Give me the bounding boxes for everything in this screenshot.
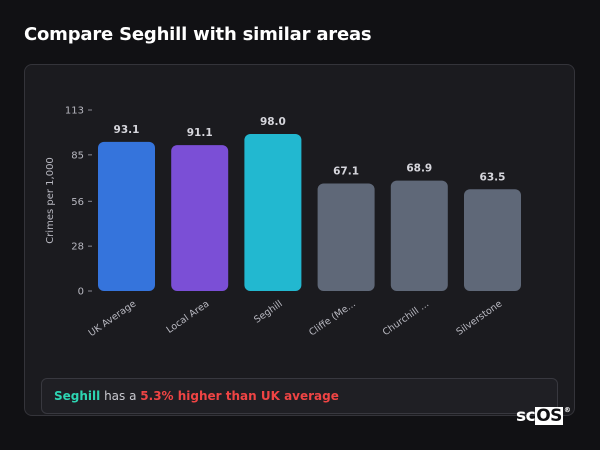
bar-value-label: 93.1 (114, 124, 140, 136)
comparison-summary: Seghill has a 5.3% higher than UK averag… (41, 378, 558, 414)
y-tick-label: 56 (71, 197, 84, 208)
x-tick-label: Cliffe (Me... (307, 298, 358, 338)
bar-seghill (244, 134, 302, 291)
y-tick-label: 0 (78, 287, 84, 298)
brand-logo: scOS ® (516, 406, 571, 426)
summary-difference: 5.3% higher than UK average (140, 389, 339, 403)
summary-text: has a (100, 389, 141, 403)
logo-text-os: OS (535, 406, 563, 426)
bar-local-area (171, 145, 229, 291)
bar-churchill (390, 180, 448, 291)
x-tick-label: Local Area (165, 298, 212, 335)
y-tick-label: 85 (71, 150, 84, 161)
logo-text-sc: sc (516, 406, 536, 426)
x-tick-label: UK Average (87, 298, 139, 339)
y-tick-label: 28 (71, 242, 84, 253)
page-title: Compare Seghill with similar areas (24, 24, 372, 45)
x-tick-label: Churchill ... (381, 298, 431, 338)
bar-cliffe-me (317, 183, 375, 291)
logo-registered-mark: ® (563, 406, 571, 414)
bar-silverstone (464, 189, 521, 291)
summary-area-name: Seghill (54, 389, 101, 403)
x-tick-label: Seghill (252, 298, 284, 325)
y-tick-label: 113 (65, 106, 84, 117)
bar-value-label: 68.9 (406, 163, 432, 175)
bar-value-label: 67.1 (333, 166, 359, 178)
bar-value-label: 91.1 (187, 127, 213, 139)
y-axis-label: Crimes per 1,000 (45, 157, 56, 244)
bar-uk-average (98, 141, 155, 291)
bar-value-label: 63.5 (480, 171, 506, 183)
bar-value-label: 98.0 (260, 116, 286, 128)
x-tick-label: Silverstone (454, 298, 504, 338)
